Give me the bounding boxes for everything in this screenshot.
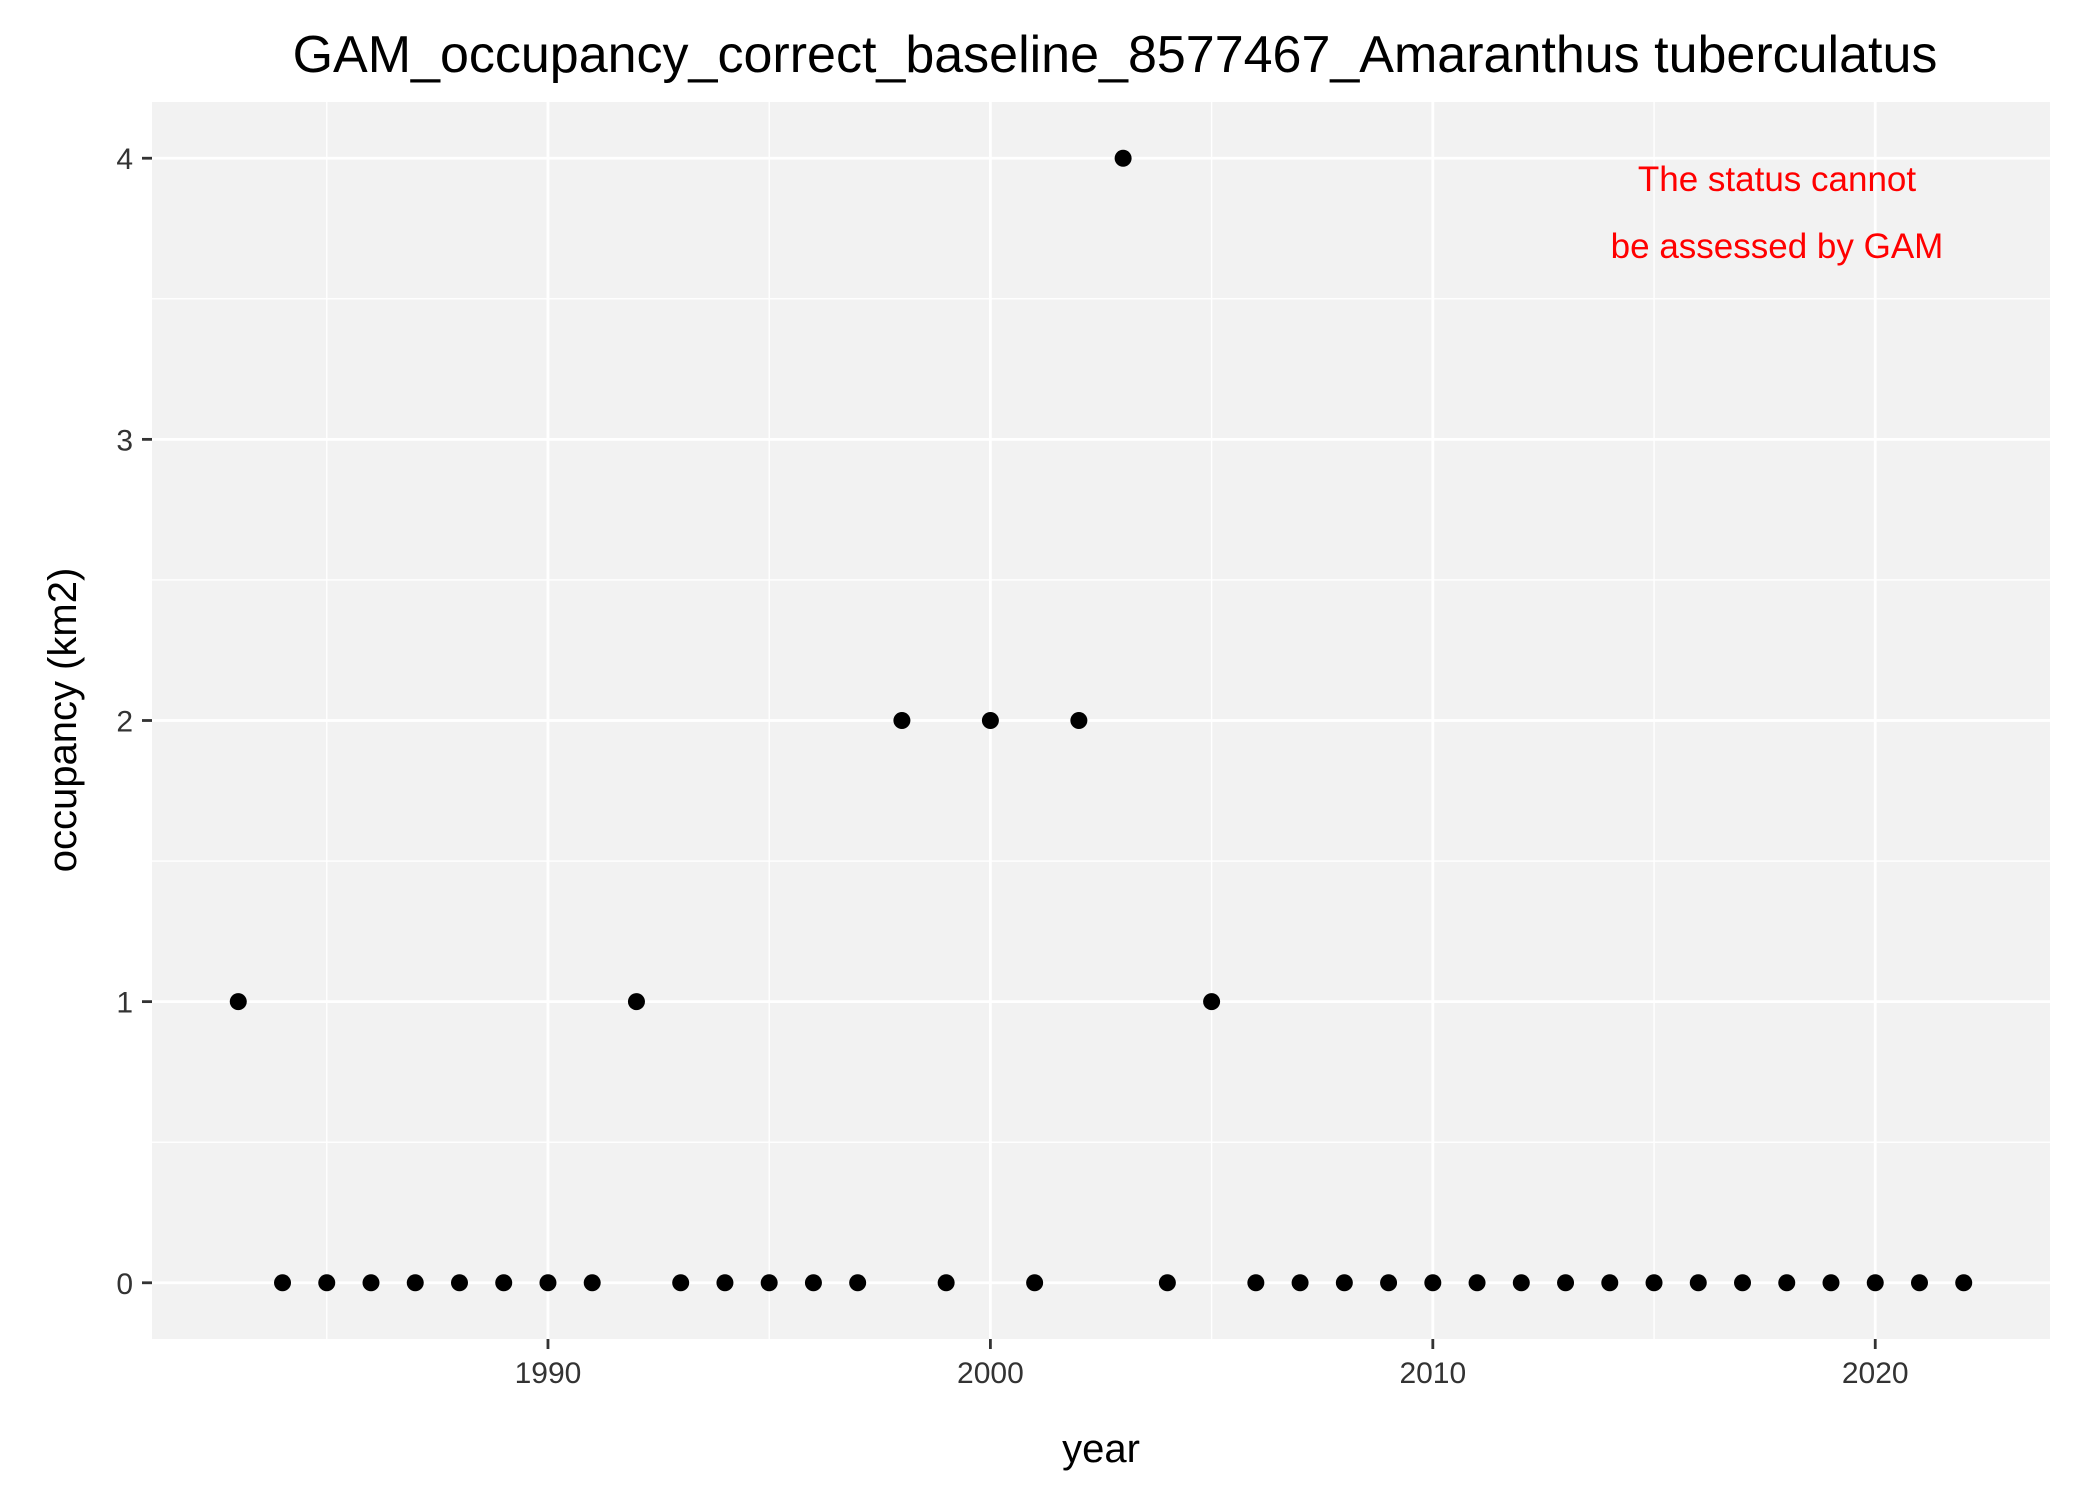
data-point <box>229 993 247 1011</box>
y-tick-label: 0 <box>116 1268 133 1301</box>
data-point <box>672 1274 690 1292</box>
data-point <box>1468 1274 1486 1292</box>
data-point <box>1910 1274 1928 1292</box>
x-tick-label: 2000 <box>957 1357 1024 1390</box>
data-point <box>981 712 999 729</box>
x-tick-label: 2020 <box>1842 1357 1909 1390</box>
data-point <box>1026 1274 1044 1292</box>
x-tick-label: 2010 <box>1399 1357 1466 1390</box>
data-point <box>1335 1274 1353 1292</box>
data-point <box>1734 1274 1752 1292</box>
data-point <box>1247 1274 1265 1292</box>
data-point <box>1866 1274 1884 1292</box>
x-axis-title: year <box>1062 1427 1140 1471</box>
data-point <box>274 1274 292 1292</box>
y-tick-label: 1 <box>116 987 133 1020</box>
data-point <box>1601 1274 1619 1292</box>
data-point <box>318 1274 336 1292</box>
data-point <box>1114 149 1132 167</box>
data-point <box>495 1274 513 1292</box>
data-point <box>583 1274 601 1292</box>
data-point <box>716 1274 734 1292</box>
data-point <box>406 1274 424 1292</box>
data-point <box>1512 1274 1530 1292</box>
data-point <box>1689 1274 1707 1292</box>
annotation-line-1: The status cannot <box>1638 160 1916 199</box>
data-point <box>1424 1274 1442 1292</box>
chart-title: GAM_occupancy_correct_baseline_8577467_A… <box>293 26 1938 84</box>
data-points <box>229 149 1973 1292</box>
data-point <box>1380 1274 1398 1292</box>
major-gridlines <box>152 102 2050 1339</box>
data-point <box>1778 1274 1796 1292</box>
data-point <box>1955 1274 1973 1292</box>
y-tick-label: 2 <box>116 706 133 739</box>
annotation-line-2: be assessed by GAM <box>1611 227 1944 266</box>
data-point <box>1822 1274 1840 1292</box>
data-point <box>362 1274 380 1292</box>
data-point <box>1203 993 1221 1011</box>
y-tick-label: 3 <box>116 424 133 457</box>
x-tick-label: 1990 <box>515 1357 582 1390</box>
data-point <box>539 1274 557 1292</box>
y-tick-label: 4 <box>116 143 133 176</box>
data-point <box>450 1274 468 1292</box>
data-point <box>627 993 645 1011</box>
data-point <box>1291 1274 1309 1292</box>
axis-ticks <box>142 156 1877 1349</box>
data-point <box>804 1274 822 1292</box>
data-point <box>760 1274 778 1292</box>
data-point <box>849 1274 867 1292</box>
data-point <box>893 712 911 729</box>
data-point <box>1070 712 1088 729</box>
y-axis-title: occupancy (km2) <box>41 568 85 873</box>
data-point <box>1158 1274 1176 1292</box>
tick-labels: 1990 2000 2010 2020 0 1 2 3 4 <box>116 143 1908 1390</box>
data-point <box>937 1274 955 1292</box>
data-point <box>1557 1274 1575 1292</box>
data-point <box>1645 1274 1663 1292</box>
